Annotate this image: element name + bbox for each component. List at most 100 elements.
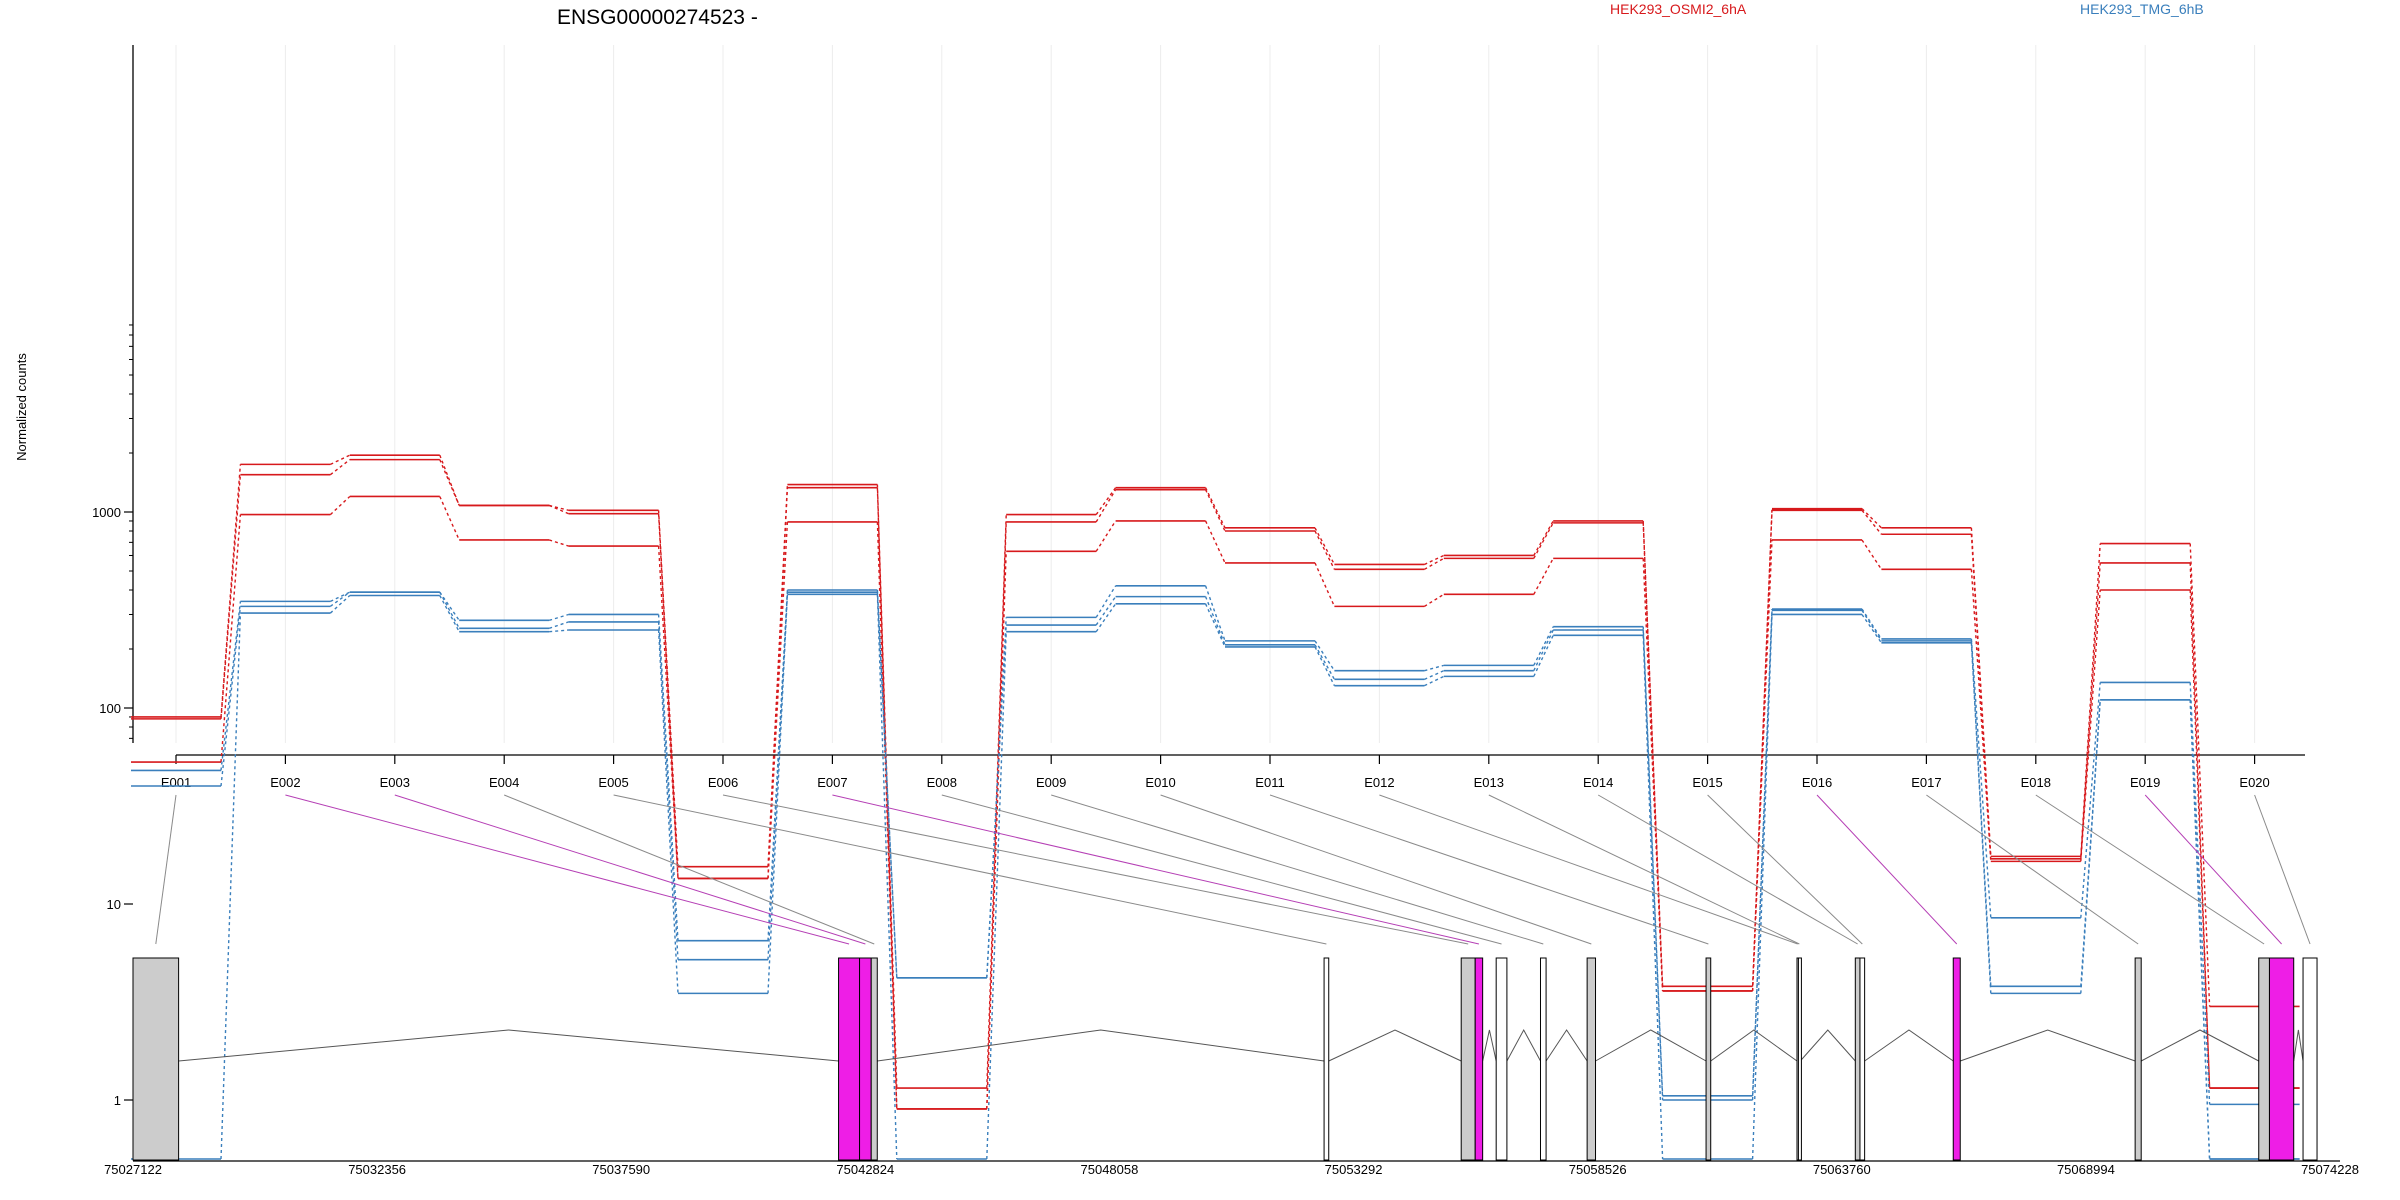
connector-segment: [1095, 603, 1117, 633]
x-tick-label: E004: [489, 775, 519, 790]
exon-connector: [1160, 794, 1592, 945]
exon-block: [1474, 957, 1484, 1161]
x-tick-label: E002: [270, 775, 300, 790]
connector-segment: [1095, 520, 1117, 552]
gene-model: [132, 957, 2318, 1161]
connector-segment: [439, 459, 460, 506]
connector-segment: [1861, 609, 1882, 642]
series-2: [131, 495, 2300, 1110]
exon-connector: [722, 794, 1469, 945]
connector-segment: [2189, 699, 2211, 1160]
connector-segment: [657, 614, 679, 941]
x-tick-label: E017: [1911, 775, 1941, 790]
connector-segment: [2080, 562, 2101, 859]
intron-line: [178, 1029, 839, 1062]
connector-segment: [1751, 610, 1773, 1101]
exon-connector: [285, 794, 850, 945]
exon-block: [1859, 957, 1866, 1161]
exon-connector: [613, 794, 1327, 945]
connector-segment: [876, 487, 898, 1109]
connector-segment: [1533, 629, 1554, 671]
connector-segment: [1533, 522, 1554, 559]
connector-segment: [220, 613, 242, 1160]
exon-connectors: [155, 794, 2311, 945]
connector-segment: [439, 496, 460, 541]
x-tick-label: E013: [1474, 775, 1504, 790]
intron-line: [1864, 1029, 1954, 1062]
exon-connector: [941, 794, 1502, 945]
connector-segment: [1424, 664, 1444, 672]
connector-segment: [1970, 569, 1992, 862]
intron-line: [1960, 1029, 2136, 1062]
legend-label-osmi2: HEK293_OSMI2_6hA: [1610, 1, 1747, 17]
chart-title: ENSG00000274523 -: [557, 6, 758, 29]
exon-connector: [504, 794, 875, 945]
y-tick-label: 100: [99, 701, 121, 716]
connector-segment: [1424, 675, 1445, 687]
genomic-tick-label: 75058526: [1569, 1162, 1627, 1177]
connector-segment: [1533, 520, 1554, 556]
connector-segment: [220, 601, 242, 771]
connector-segment: [986, 625, 1007, 978]
exon-connector: [2035, 794, 2265, 945]
y-tick-label: 1: [114, 1093, 121, 1108]
connector-segment: [2080, 543, 2101, 857]
exon-connector: [1816, 794, 1958, 945]
connector-segment: [2189, 589, 2211, 1089]
x-tick-label: E007: [817, 775, 847, 790]
connector-segment: [329, 495, 351, 516]
x-tick-label: E012: [1364, 775, 1394, 790]
genomic-tick-label: 75032356: [348, 1162, 406, 1177]
connector-segment: [1970, 642, 1992, 994]
x-tick-label: E003: [380, 775, 410, 790]
connector-segment: [329, 591, 351, 607]
exon-block: [2302, 957, 2318, 1161]
y-tick-label: 1000: [92, 505, 121, 520]
exon-connector: [832, 794, 1480, 945]
connector-segment: [439, 591, 460, 621]
exon-block: [859, 957, 872, 1161]
connector-segment: [986, 631, 1007, 1160]
connector-segment: [1424, 593, 1445, 607]
axes: 1 10 100 1000 E001 E002 E003 E004 E005 E006 E007 E0…: [92, 45, 2359, 1177]
exon-block: [132, 957, 180, 1161]
connector-segment: [439, 595, 460, 633]
series-lines: [131, 454, 2300, 1160]
x-tick-label: E020: [2239, 775, 2269, 790]
x-tick-label: E006: [708, 775, 738, 790]
connector-segment: [439, 454, 460, 506]
connector-segment: [657, 513, 679, 879]
connector-segment: [1751, 614, 1773, 1160]
series-0: [131, 454, 2300, 1089]
exon-connector: [155, 794, 177, 945]
connector-segment: [1204, 520, 1226, 564]
connector-segment: [1204, 585, 1226, 642]
intron-line: [2293, 1029, 2304, 1062]
exon-connector: [1707, 794, 1863, 945]
connector-segment: [1204, 596, 1226, 646]
exon-connector: [1269, 794, 1709, 945]
exon-connector: [1488, 794, 1800, 945]
connector-segment: [1533, 558, 1554, 595]
exon-block: [1797, 957, 1802, 1161]
x-tick-label: E005: [598, 775, 628, 790]
connector-segment: [1861, 508, 1882, 529]
x-tick-label: E019: [2130, 775, 2160, 790]
genomic-tick-label: 75027122: [104, 1162, 162, 1177]
exon-block: [870, 957, 878, 1161]
connector-segment: [1204, 489, 1226, 532]
connector-segment: [1204, 603, 1226, 648]
connector-segment: [1095, 585, 1117, 618]
exon-block: [1460, 957, 1476, 1161]
connector-segment: [220, 606, 242, 787]
connector-segment: [1861, 509, 1882, 535]
x-tick-label: E011: [1255, 775, 1284, 790]
connector-segment: [876, 592, 898, 978]
exon-block: [1495, 957, 1508, 1161]
genomic-tick-label: 75053292: [1325, 1162, 1383, 1177]
intron-line: [1799, 1029, 1856, 1062]
connector-segment: [439, 591, 460, 629]
genomic-tick-label: 75063760: [1813, 1162, 1871, 1177]
connector-segment: [1642, 635, 1664, 1160]
exon-block: [1586, 957, 1597, 1161]
